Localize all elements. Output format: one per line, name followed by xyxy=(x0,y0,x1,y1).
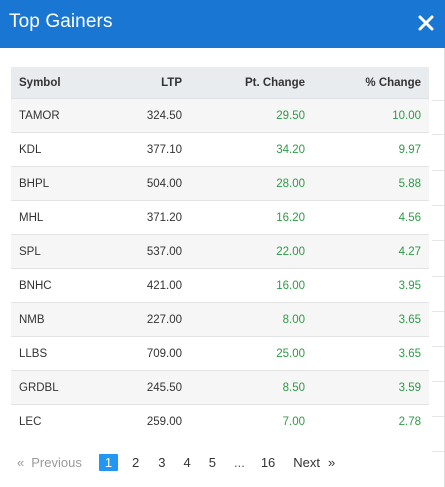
pt-change-cell: 16.00 xyxy=(190,268,313,303)
table-row[interactable]: SPL 537.00 22.00 4.27 xyxy=(11,234,429,269)
symbol-cell: BNHC xyxy=(11,268,101,303)
pt-change-cell: 8.00 xyxy=(190,302,313,337)
ltp-cell: 421.00 xyxy=(101,268,190,303)
pct-change-cell: 3.59 xyxy=(313,370,429,405)
table-row[interactable]: TAMOR 324.50 29.50 10.00 xyxy=(11,98,429,133)
page-link-2[interactable]: 2 xyxy=(132,454,140,470)
page-link-5[interactable]: 5 xyxy=(208,454,216,470)
pagination: « Previous 1 2 3 4 5 ... 16 Next » xyxy=(17,452,335,472)
table-row[interactable]: LLBS 709.00 25.00 3.65 xyxy=(11,336,429,371)
symbol-cell: BHPL xyxy=(11,166,101,201)
previous-arrow-icon[interactable]: « xyxy=(17,454,25,470)
pt-change-cell: 25.00 xyxy=(190,336,313,371)
next-page-link[interactable]: Next xyxy=(293,454,321,470)
column-header-pt-change[interactable]: Pt. Change xyxy=(190,67,313,99)
pagination-ellipsis: ... xyxy=(233,454,245,470)
modal-title: Top Gainers xyxy=(9,11,113,32)
table-row[interactable]: KDL 377.10 34.20 9.97 xyxy=(11,132,429,167)
modal-header: Top Gainers xyxy=(0,0,445,48)
symbol-cell: GRDBL xyxy=(11,370,101,405)
ltp-cell: 504.00 xyxy=(101,166,190,201)
symbol-cell: KDL xyxy=(11,132,101,167)
table-header-row: Symbol LTP Pt. Change % Change xyxy=(11,67,429,99)
ltp-cell: 709.00 xyxy=(101,336,190,371)
ltp-cell: 537.00 xyxy=(101,234,190,269)
column-header-symbol[interactable]: Symbol xyxy=(11,67,101,99)
symbol-cell: NMB xyxy=(11,302,101,337)
pct-change-cell: 10.00 xyxy=(313,98,429,133)
pct-change-cell: 3.65 xyxy=(313,336,429,371)
close-icon[interactable] xyxy=(415,12,437,34)
table-row[interactable]: NMB 227.00 8.00 3.65 xyxy=(11,302,429,337)
gainers-table: Symbol LTP Pt. Change % Change TAMOR 324… xyxy=(11,67,429,439)
pct-change-cell: 3.65 xyxy=(313,302,429,337)
pt-change-cell: 8.50 xyxy=(190,370,313,405)
table-row[interactable]: BNHC 421.00 16.00 3.95 xyxy=(11,268,429,303)
page-link-1[interactable]: 1 xyxy=(98,453,119,471)
column-header-ltp[interactable]: LTP xyxy=(101,67,190,99)
ltp-cell: 227.00 xyxy=(101,302,190,337)
symbol-cell: MHL xyxy=(11,200,101,235)
previous-page-link[interactable]: Previous xyxy=(31,454,82,470)
symbol-cell: LLBS xyxy=(11,336,101,371)
pt-change-cell: 16.20 xyxy=(190,200,313,235)
symbol-cell: LEC xyxy=(11,404,101,439)
page-link-4[interactable]: 4 xyxy=(183,454,191,470)
table-row[interactable]: MHL 371.20 16.20 4.56 xyxy=(11,200,429,235)
pct-change-cell: 4.27 xyxy=(313,234,429,269)
symbol-cell: SPL xyxy=(11,234,101,269)
symbol-cell: TAMOR xyxy=(11,98,101,133)
pt-change-cell: 7.00 xyxy=(190,404,313,439)
ltp-cell: 377.10 xyxy=(101,132,190,167)
ltp-cell: 324.50 xyxy=(101,98,190,133)
pct-change-cell: 9.97 xyxy=(313,132,429,167)
background-table-edge xyxy=(430,54,445,487)
pt-change-cell: 22.00 xyxy=(190,234,313,269)
pct-change-cell: 2.78 xyxy=(313,404,429,439)
pt-change-cell: 29.50 xyxy=(190,98,313,133)
pt-change-cell: 28.00 xyxy=(190,166,313,201)
pt-change-cell: 34.20 xyxy=(190,132,313,167)
table-row[interactable]: BHPL 504.00 28.00 5.88 xyxy=(11,166,429,201)
pct-change-cell: 4.56 xyxy=(313,200,429,235)
ltp-cell: 245.50 xyxy=(101,370,190,405)
ltp-cell: 371.20 xyxy=(101,200,190,235)
next-arrow-icon[interactable]: » xyxy=(328,454,336,470)
table-row[interactable]: GRDBL 245.50 8.50 3.59 xyxy=(11,370,429,405)
pct-change-cell: 3.95 xyxy=(313,268,429,303)
page-link-16[interactable]: 16 xyxy=(260,454,276,470)
page-link-3[interactable]: 3 xyxy=(158,454,166,470)
ltp-cell: 259.00 xyxy=(101,404,190,439)
column-header-pct-change[interactable]: % Change xyxy=(313,67,429,99)
pct-change-cell: 5.88 xyxy=(313,166,429,201)
table-row[interactable]: LEC 259.00 7.00 2.78 xyxy=(11,404,429,439)
